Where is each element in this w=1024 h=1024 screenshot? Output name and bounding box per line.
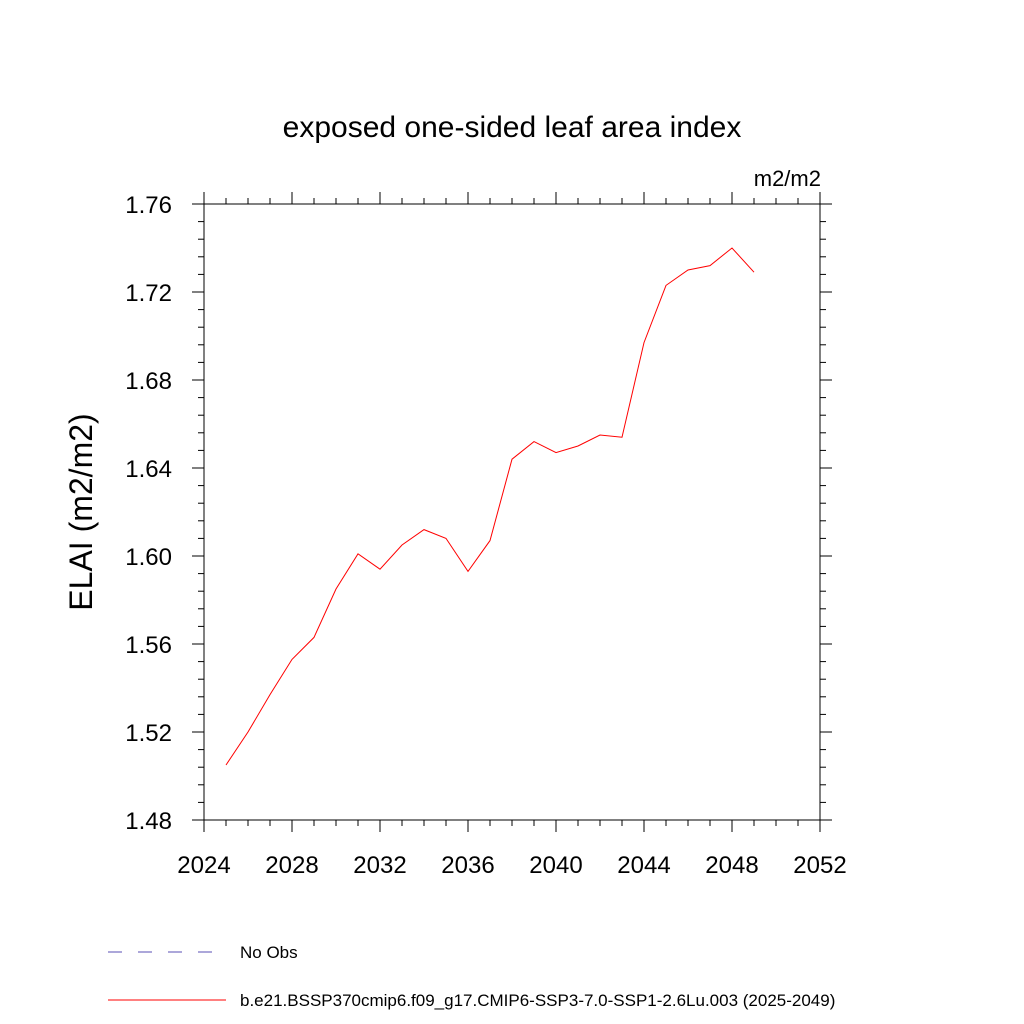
x-tick-label: 2028 — [265, 852, 318, 879]
y-tick-label: 1.52 — [125, 720, 172, 747]
plot-frame — [203, 203, 821, 821]
x-tick-label: 2024 — [177, 852, 230, 879]
y-tick-label: 1.76 — [125, 192, 172, 219]
x-tick-label: 2044 — [617, 852, 670, 879]
y-axis-label: ELAI (m2/m2) — [63, 413, 99, 610]
legend-label: No Obs — [240, 943, 298, 962]
axis-tick-labels: 2024 2028 2032 2036 2040 2044 2048 2052 1.48 1.52… — [125, 192, 846, 879]
y-tick-label: 1.60 — [125, 544, 172, 571]
x-tick-label: 2040 — [529, 852, 582, 879]
chart-title: exposed one-sided leaf area index — [283, 111, 742, 144]
legend: No Obs b.e21.BSSP370cmip6.f09_g17.CMIP6-S… — [108, 943, 835, 1010]
x-tick-label: 2052 — [793, 852, 846, 879]
x-tick-label: 2036 — [441, 852, 494, 879]
series-line — [225, 247, 755, 766]
y-tick-label: 1.68 — [125, 368, 172, 395]
y-tick-label: 1.64 — [125, 456, 172, 483]
legend-label: b.e21.BSSP370cmip6.f09_g17.CMIP6-SSP3-7.… — [240, 991, 835, 1010]
y-tick-label: 1.56 — [125, 632, 172, 659]
axis-ticks — [192, 192, 832, 832]
x-tick-label: 2032 — [353, 852, 406, 879]
data-series — [225, 247, 755, 766]
y-tick-label: 1.72 — [125, 280, 172, 307]
x-tick-label: 2048 — [705, 852, 758, 879]
units-label: m2/m2 — [754, 166, 821, 191]
y-tick-label: 1.48 — [125, 808, 172, 835]
